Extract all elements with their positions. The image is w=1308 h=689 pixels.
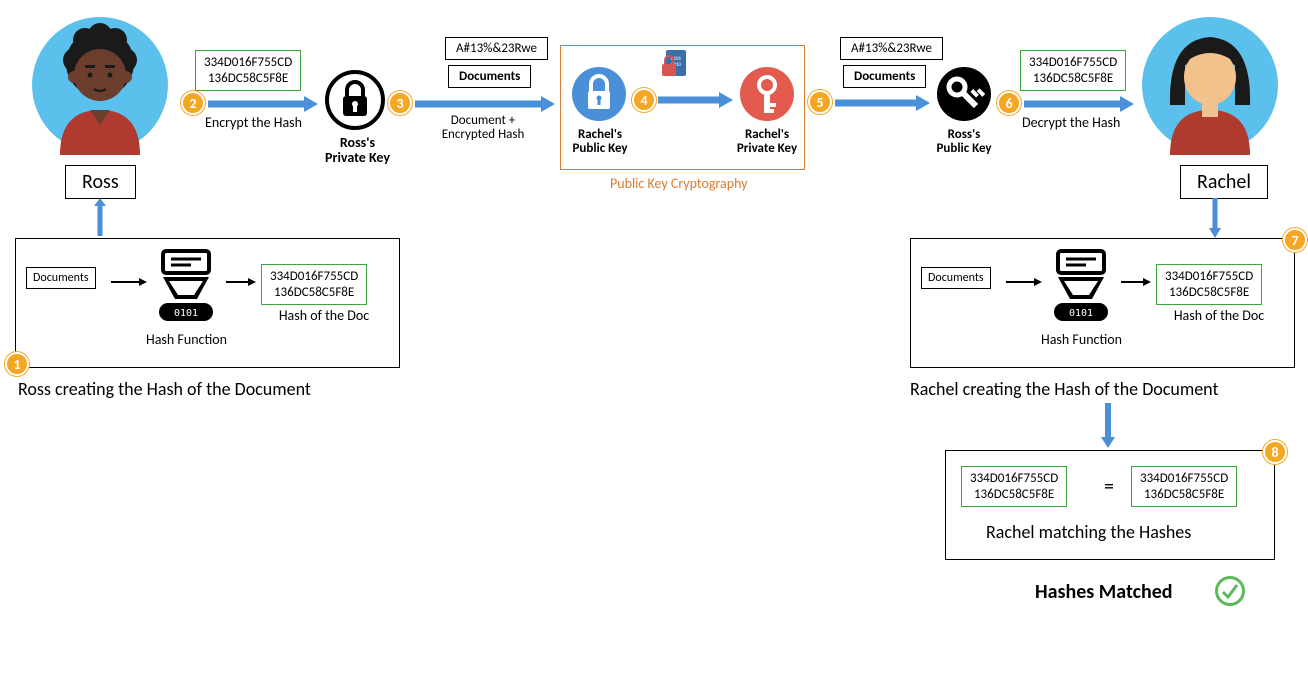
- rachel-private-key-icon: [738, 65, 796, 128]
- badge-4: 4: [632, 88, 656, 112]
- box1-caption: Ross creating the Hash of the Document: [18, 378, 311, 400]
- hashfn-label-1: Hash Function: [134, 331, 239, 348]
- hash-step6: 334D016F755CD 136DC58C5F8E: [1020, 50, 1126, 91]
- arrow-fn-to-hash-7: [1121, 277, 1151, 287]
- hash-match-left: 334D016F755CD 136DC58C5F8E: [961, 466, 1067, 507]
- doc-box-3: Documents: [448, 65, 531, 88]
- rpubl1: Rachel's: [578, 127, 622, 142]
- badge-2: 2: [181, 91, 205, 115]
- s3l2: Encrypted Hash: [442, 127, 525, 142]
- hashdoc-label-7: Hash of the Doc: [1159, 307, 1279, 324]
- hash-output-7: 334D016F755CD 136DC58C5F8E: [1156, 264, 1262, 305]
- enc-box-3: A#13%&23Rwe: [445, 37, 548, 60]
- svg-text:0101: 0101: [174, 308, 198, 319]
- arrow-box7-to-box8: [1100, 403, 1116, 448]
- hash7-l2: 136DC58C5F8E: [1165, 285, 1253, 301]
- hash7-l1: 334D016F755CD: [1165, 269, 1253, 285]
- hash1-l1: 334D016F755CD: [270, 269, 358, 285]
- step6-label: Decrypt the Hash: [1022, 114, 1142, 131]
- arrow-rachel-to-box7: [1207, 198, 1223, 238]
- check-icon: [1215, 576, 1245, 606]
- rachel-public-key-icon: [570, 65, 628, 128]
- hash-function-icon: 0101: [151, 247, 221, 332]
- ross-avatar: [30, 15, 170, 160]
- rachel-avatar: [1140, 15, 1280, 160]
- hashdoc-label-1: Hash of the Doc: [264, 307, 384, 324]
- hash-function-icon-7: 0101: [1046, 247, 1116, 332]
- hashfn-label-7: Hash Function: [1029, 331, 1134, 348]
- hml1: 334D016F755CD: [970, 471, 1058, 487]
- hml2: 136DC58C5F8E: [970, 487, 1058, 503]
- arrow-step6: [1024, 96, 1134, 112]
- svg-text:0101: 0101: [1069, 308, 1093, 319]
- encrypted-doc-icon: 0101 1010: [660, 48, 690, 87]
- step3-label: Document + Encrypted Hash: [428, 114, 538, 143]
- arrow-doc-to-fn: [111, 277, 147, 287]
- badge-7: 7: [1283, 228, 1307, 252]
- hmr1: 334D016F755CD: [1140, 471, 1228, 487]
- doc-note-7: Documents: [921, 267, 991, 289]
- arrow-step5: [835, 95, 930, 111]
- hash6-l2: 136DC58C5F8E: [1029, 71, 1117, 87]
- rachel-priv-label: Rachel's Private Key: [732, 128, 802, 157]
- arrow-fn-to-hash: [226, 277, 256, 287]
- hash2-l1: 334D016F755CD: [204, 55, 292, 71]
- box-ross-hashing: Documents 0101 Hash Function 334D016F755…: [15, 238, 400, 368]
- ross-pub-label: Ross's Public Key: [930, 128, 998, 157]
- rachel-pub-label: Rachel's Public Key: [565, 128, 635, 157]
- step2-label: Encrypt the Hash: [205, 114, 325, 131]
- enc-box-5: A#13%&23Rwe: [840, 37, 943, 60]
- doc-box-5: Documents: [843, 65, 926, 88]
- badge-1: 1: [5, 352, 29, 376]
- hash6-l1: 334D016F755CD: [1029, 55, 1117, 71]
- badge-8: 8: [1263, 440, 1287, 464]
- badge-5: 5: [808, 90, 832, 114]
- arrow-step2: [208, 96, 318, 112]
- arrow-step3: [415, 96, 555, 112]
- arrow-step4: [658, 92, 733, 108]
- matched-label: Hashes Matched: [1035, 580, 1173, 604]
- ross-priv-label: Ross's Private Key: [320, 135, 395, 166]
- arrow-doc-to-fn-7: [1006, 277, 1042, 287]
- rpl2: Private Key: [325, 149, 390, 166]
- doc-note-1-text: Documents: [33, 271, 89, 285]
- doc-note-7-text: Documents: [928, 271, 984, 285]
- box7-caption: Rachel creating the Hash of the Document: [910, 378, 1218, 400]
- ross-public-key-icon: [935, 65, 993, 128]
- rachel-name-label: Rachel: [1180, 165, 1268, 199]
- rprivl2: Private Key: [737, 141, 797, 156]
- equals-sign: =: [1104, 475, 1114, 499]
- ross-name-label: Ross: [65, 165, 136, 199]
- rpubl2: Public Key: [572, 141, 627, 156]
- doc-note-1: Documents: [26, 267, 96, 289]
- box-match-hashes: 334D016F755CD 136DC58C5F8E = 334D016F755…: [945, 450, 1275, 560]
- box-rachel-hashing: Documents 0101 Hash Function 334D016F755…: [910, 238, 1295, 368]
- hmr2: 136DC58C5F8E: [1140, 487, 1228, 503]
- pkc-label: Public Key Cryptography: [610, 175, 748, 192]
- hash1-l2: 136DC58C5F8E: [270, 285, 358, 301]
- ross-private-key-icon: [325, 70, 385, 135]
- ropubl2: Public Key: [936, 141, 991, 156]
- ropubl1: Ross's: [948, 127, 981, 142]
- s3l1: Document +: [451, 113, 516, 128]
- hash2-l2: 136DC58C5F8E: [204, 71, 292, 87]
- hash-match-right: 334D016F755CD 136DC58C5F8E: [1131, 466, 1237, 507]
- arrow-box1-to-ross: [92, 198, 108, 238]
- badge-6: 6: [997, 91, 1021, 115]
- hash-output-1: 334D016F755CD 136DC58C5F8E: [261, 264, 367, 305]
- badge-3: 3: [388, 91, 412, 115]
- hash-step2: 334D016F755CD 136DC58C5F8E: [195, 50, 301, 91]
- rprivl1: Rachel's: [745, 127, 789, 142]
- box8-caption: Rachel matching the Hashes: [986, 521, 1191, 543]
